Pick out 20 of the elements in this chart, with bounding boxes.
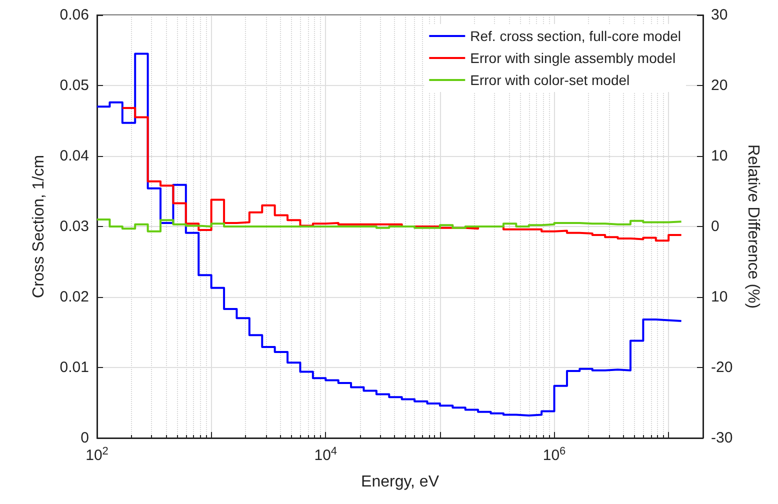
y-tick-label: 0.05 [60, 77, 89, 94]
legend-label: Error with single assembly model [470, 50, 676, 66]
y-tick-label: 0.01 [60, 359, 89, 376]
legend-label: Ref. cross section, full-core model [470, 28, 682, 44]
y2-tick-label: 20 [711, 77, 728, 94]
y-tick-label: 0 [80, 430, 89, 446]
legend-label: Error with color-set model [470, 72, 630, 88]
y2-tick-label: 0 [711, 218, 720, 235]
y-tick-label: 0.03 [60, 218, 89, 235]
y2-tick-label: -30 [711, 430, 733, 446]
y-tick-label: 0.06 [60, 6, 89, 24]
y2-axis-title: Relative Difference (%) [744, 144, 762, 309]
y-axis-title: Cross Section, 1/cm [30, 154, 48, 298]
y2-tick-label: 30 [711, 6, 728, 24]
y2-tick-label: -20 [711, 359, 733, 376]
y2-tick-label: 10 [711, 288, 728, 306]
x-axis-title: Energy, eV [361, 474, 440, 490]
y-tick-label: 0.04 [60, 148, 89, 164]
y-tick-label: 0.02 [60, 288, 89, 306]
y2-tick-label: 10 [711, 148, 728, 164]
